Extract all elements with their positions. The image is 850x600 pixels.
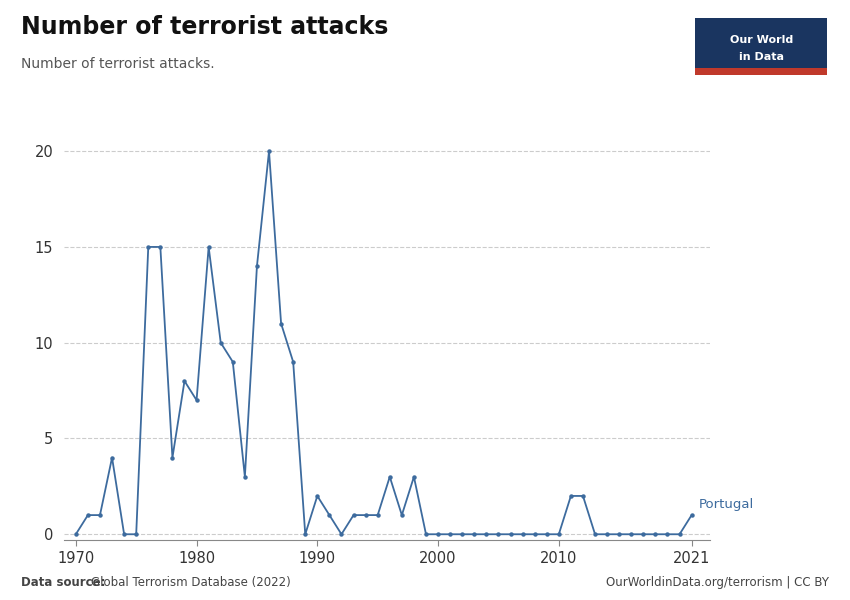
Text: Our World: Our World [729,35,793,44]
Text: OurWorldinData.org/terrorism | CC BY: OurWorldinData.org/terrorism | CC BY [606,576,829,589]
Text: Number of terrorist attacks.: Number of terrorist attacks. [21,57,215,71]
Text: Number of terrorist attacks: Number of terrorist attacks [21,15,388,39]
Text: Global Terrorism Database (2022): Global Terrorism Database (2022) [91,576,291,589]
Text: in Data: in Data [739,52,784,62]
Text: Portugal: Portugal [699,498,754,511]
Text: Data source:: Data source: [21,576,110,589]
